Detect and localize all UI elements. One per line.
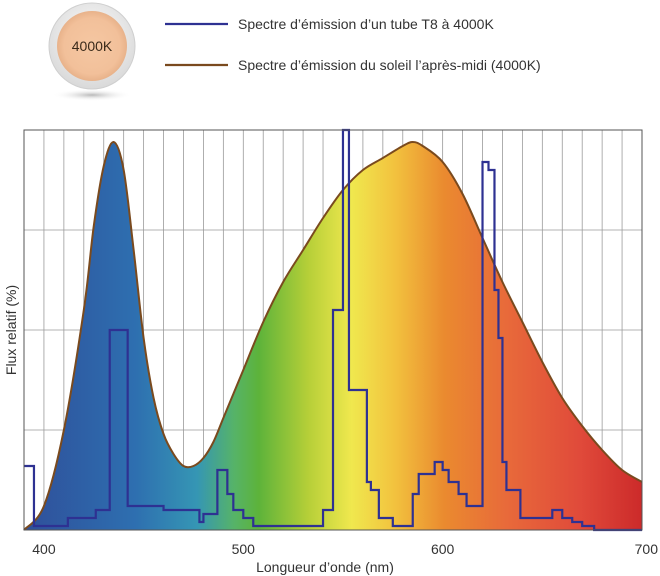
- legend: Spectre d’émission d’un tube T8 à 4000K …: [165, 16, 541, 73]
- badge-shadow: [52, 89, 132, 101]
- legend-label-t8: Spectre d’émission d’un tube T8 à 4000K: [238, 16, 494, 32]
- x-tick-label-400: 400: [32, 541, 56, 557]
- badge-label: 4000K: [72, 38, 113, 54]
- t8-spectrum-line: [24, 128, 642, 532]
- x-axis-ticks: 400 500 600 700: [32, 541, 658, 557]
- plot-frame: [23, 129, 643, 531]
- x-tick-label-700: 700: [635, 541, 659, 557]
- x-tick-label-600: 600: [431, 541, 455, 557]
- x-axis-title: Longueur d’onde (nm): [256, 559, 394, 575]
- x-tick-label-500: 500: [232, 541, 256, 557]
- y-axis-title: Flux relatif (%): [3, 285, 19, 375]
- legend-item-sun: Spectre d’émission du soleil l’après-mid…: [165, 57, 541, 73]
- sun-spectrum-line: [23, 140, 643, 531]
- legend-label-sun: Spectre d’émission du soleil l’après-mid…: [238, 57, 541, 73]
- color-temperature-badge: 4000K: [48, 2, 136, 101]
- legend-item-t8: Spectre d’émission d’un tube T8 à 4000K: [165, 16, 494, 32]
- plot-area: 400 500 600 700: [23, 128, 658, 557]
- badge-inner-disc: [57, 11, 127, 81]
